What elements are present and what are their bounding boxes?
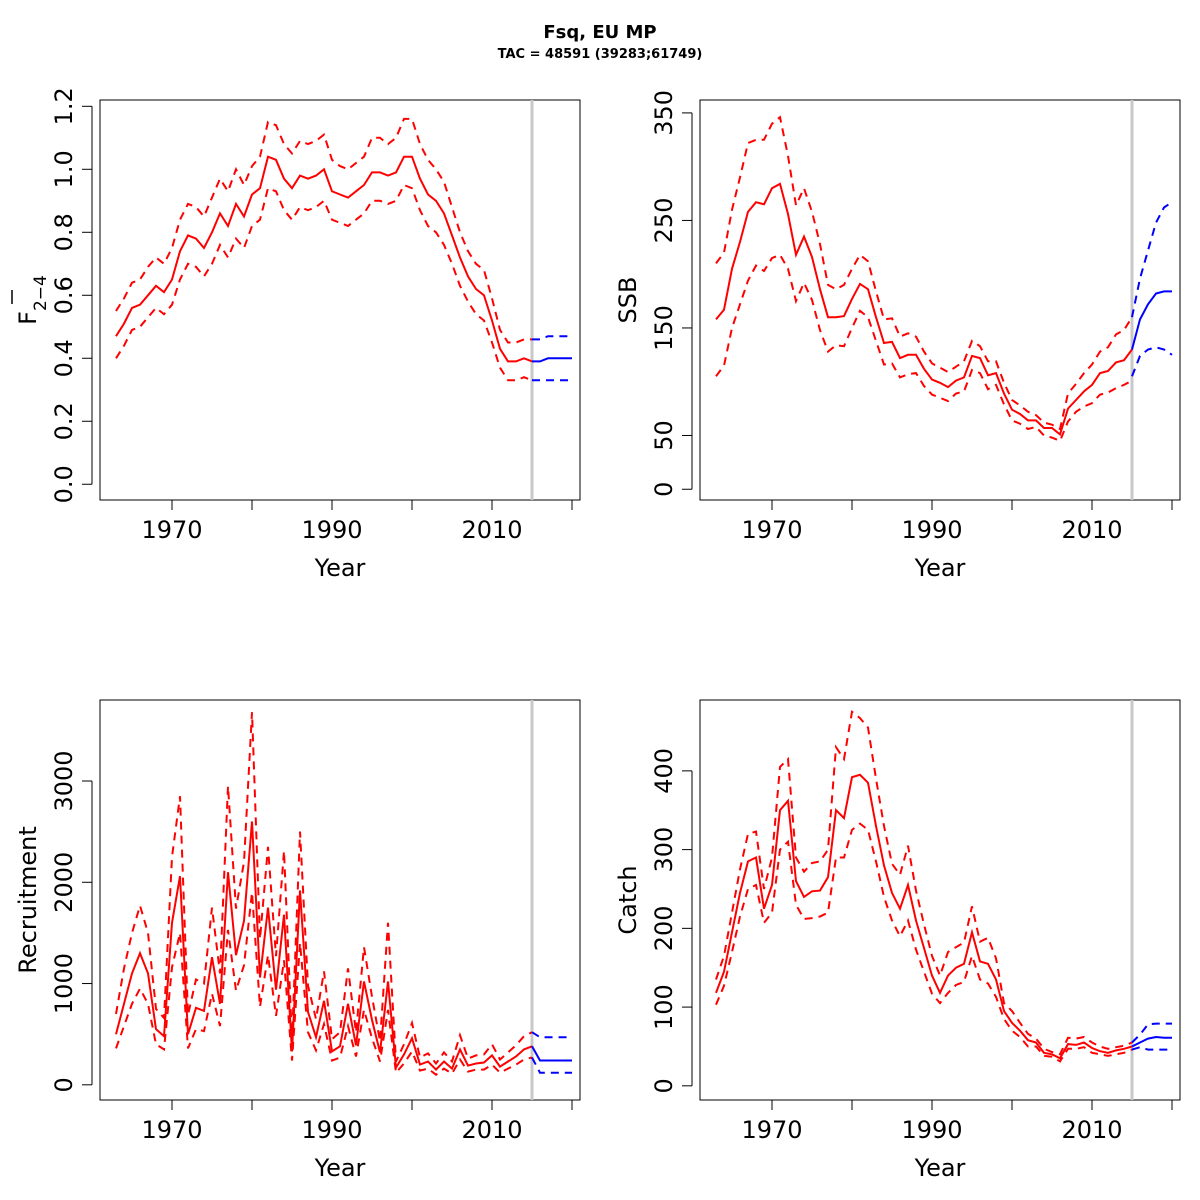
y-axis-label: Catch bbox=[614, 865, 642, 934]
history-median-line bbox=[115, 821, 533, 1072]
y-axis-label: Recruitment bbox=[14, 826, 42, 973]
y-tick-label: 1.2 bbox=[50, 87, 78, 125]
chart-title: Fsq, EU MP bbox=[543, 22, 657, 43]
history-lower-line bbox=[715, 822, 1133, 1063]
x-tick-label: 1990 bbox=[901, 1116, 962, 1144]
panel-4: 1970 1990 2010 Year 0 100 200 300 400 Catch bbox=[614, 699, 1181, 1182]
y-axis-label-subscript: 2−4 bbox=[31, 275, 51, 311]
history-upper-line bbox=[715, 709, 1133, 1056]
history-upper-line bbox=[715, 115, 1133, 431]
y-tick-label: 300 bbox=[650, 827, 678, 873]
x-tick-label: 2010 bbox=[461, 516, 522, 544]
panel-1: 1970 1990 2010 Year 0.0 0.2 0.4 0.6 0.8 1.0 1.2 F2−… bbox=[11, 87, 581, 582]
x-tick-label: 1970 bbox=[741, 516, 802, 544]
x-tick-label: 2010 bbox=[461, 1116, 522, 1144]
x-tick-label: 1990 bbox=[301, 516, 362, 544]
x-axis-label: Year bbox=[314, 554, 366, 582]
projection-lower-line bbox=[1131, 1046, 1172, 1051]
y-tick-label: 1.0 bbox=[50, 150, 78, 188]
x-tick-label: 1970 bbox=[741, 1116, 802, 1144]
plot-frame bbox=[99, 699, 581, 1101]
chart-subtitle: TAC = 48591 (39283;61749) bbox=[497, 47, 703, 62]
projection-upper-line bbox=[532, 335, 572, 341]
history-lower-line bbox=[115, 892, 533, 1076]
projection-upper-line bbox=[1131, 201, 1173, 318]
projection-median-line bbox=[1131, 1035, 1172, 1048]
x-tick-label: 2010 bbox=[1061, 1116, 1122, 1144]
y-tick-label: 0.6 bbox=[50, 276, 78, 314]
history-lower-line bbox=[115, 183, 533, 382]
y-tick-label: 0 bbox=[50, 1077, 78, 1092]
y-axis-label: F2−4 bbox=[14, 275, 51, 325]
y-tick-label: 200 bbox=[650, 905, 678, 951]
y-tick-label: 350 bbox=[650, 90, 678, 136]
history-median-line bbox=[715, 182, 1133, 437]
x-tick-label: 1990 bbox=[901, 516, 962, 544]
projection-upper-line bbox=[1131, 1022, 1172, 1044]
y-tick-label: 50 bbox=[650, 420, 678, 451]
x-axis-label: Year bbox=[914, 1154, 966, 1182]
panel-3: 1970 1990 2010 Year 0 1000 2000 3000 Recruitment bbox=[14, 699, 581, 1182]
x-tick-label: 1970 bbox=[141, 1116, 202, 1144]
x-tick-label: 1990 bbox=[301, 1116, 362, 1144]
history-median-line bbox=[715, 773, 1133, 1060]
y-tick-label: 3000 bbox=[50, 750, 78, 811]
projection-lower-line bbox=[531, 1057, 572, 1074]
y-tick-label: 100 bbox=[650, 984, 678, 1030]
y-tick-label: 0.8 bbox=[50, 213, 78, 251]
x-axis-label: Year bbox=[314, 1154, 366, 1182]
projection-median-line bbox=[532, 357, 572, 363]
history-median-line bbox=[115, 155, 533, 363]
history-upper-line bbox=[115, 712, 533, 1066]
projection-median-line bbox=[1131, 290, 1172, 350]
panel-2: 1970 1990 2010 Year 0 50 150 250 350 SSB bbox=[614, 90, 1181, 582]
x-tick-label: 1970 bbox=[141, 516, 202, 544]
y-tick-label: 0 bbox=[650, 482, 678, 497]
y-tick-label: 400 bbox=[650, 748, 678, 794]
y-tick-label: 0 bbox=[650, 1078, 678, 1093]
y-tick-label: 150 bbox=[650, 305, 678, 351]
plot-frame bbox=[699, 699, 1181, 1101]
y-tick-label: 0.4 bbox=[50, 339, 78, 377]
y-tick-label: 2000 bbox=[50, 852, 78, 913]
plot-frame bbox=[99, 99, 581, 501]
projection-median-line bbox=[531, 1045, 572, 1062]
x-axis-label: Year bbox=[914, 554, 966, 582]
plot-frame bbox=[699, 99, 1181, 501]
y-tick-label: 1000 bbox=[50, 953, 78, 1014]
projection-lower-line bbox=[1131, 346, 1173, 377]
history-lower-line bbox=[715, 253, 1133, 443]
projection-upper-line bbox=[531, 1031, 572, 1039]
history-upper-line bbox=[115, 117, 532, 344]
y-tick-label: 0.0 bbox=[50, 465, 78, 503]
y-axis-label: SSB bbox=[614, 277, 642, 324]
x-tick-label: 2010 bbox=[1061, 516, 1122, 544]
y-tick-label: 250 bbox=[650, 198, 678, 244]
y-tick-label: 0.2 bbox=[50, 402, 78, 440]
